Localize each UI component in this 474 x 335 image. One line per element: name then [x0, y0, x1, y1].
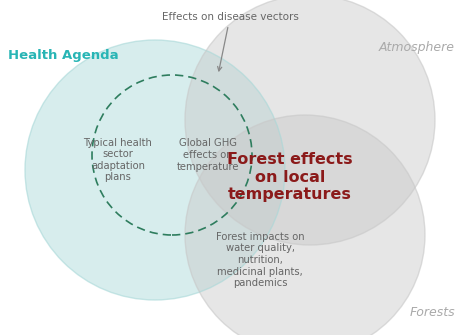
- Text: Global GHG
effects on
temperature: Global GHG effects on temperature: [177, 138, 239, 172]
- Text: Health Agenda: Health Agenda: [8, 49, 118, 62]
- Ellipse shape: [185, 115, 425, 335]
- Ellipse shape: [185, 0, 435, 245]
- Text: Effects on disease vectors: Effects on disease vectors: [162, 12, 299, 71]
- Text: Atmosphere: Atmosphere: [379, 41, 455, 54]
- Text: Forest impacts on
water quality,
nutrition,
medicinal plants,
pandemics: Forest impacts on water quality, nutriti…: [216, 232, 304, 288]
- Text: Typical health
sector
adaptation
plans: Typical health sector adaptation plans: [83, 138, 153, 182]
- Text: Forests: Forests: [410, 307, 455, 320]
- Text: Forest effects
on local
temperatures: Forest effects on local temperatures: [227, 152, 353, 202]
- Ellipse shape: [25, 40, 285, 300]
